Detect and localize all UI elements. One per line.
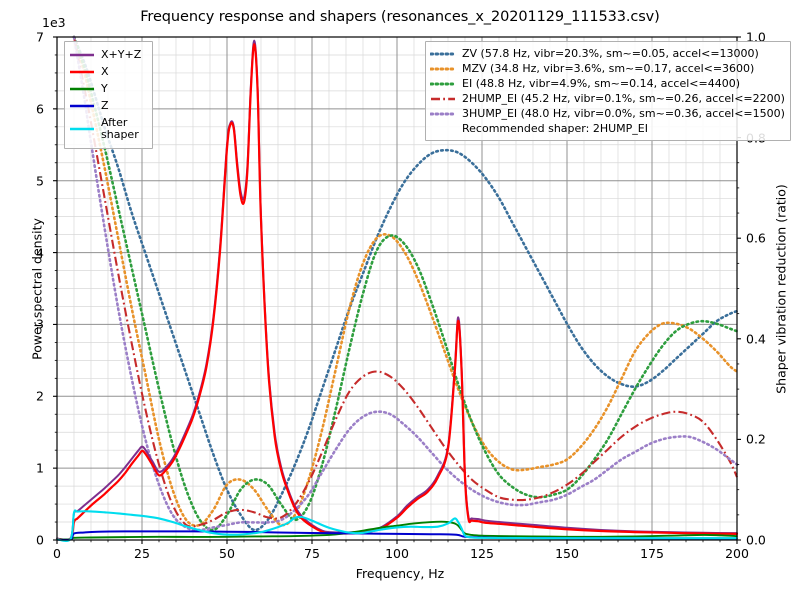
shaper-legend: ZV (57.8 Hz, vibr=20.3%, sm~=0.05, accel… [425,41,791,141]
y-tick-label: 7 [36,29,44,45]
data-layer [55,35,739,543]
y2-tick-label: 0.6 [746,230,766,246]
y-tick-label: 3 [36,316,44,332]
psd-legend: X+Y+Z X Y Z After shaper [64,41,153,149]
x-axis-title: Frequency, Hz [355,566,445,581]
y-axis-title: Power spectral density [29,217,45,360]
legend-swatch-line-icon [430,78,456,90]
x-tick-label: 100 [385,546,409,561]
psd-curve-x [55,43,739,541]
legend-item-x-y-z: X+Y+Z [69,46,147,63]
legend-item-label: X [101,64,109,78]
recommended-shaper-note: Recommended shaper: 2HUMP_EI [462,122,648,135]
y-tick-label: 0 [36,532,44,548]
legend-item-z: Z [69,97,147,114]
legend-item-label: After shaper [101,116,139,141]
legend-item-label: ZV (57.8 Hz, vibr=20.3%, sm~=0.05, accel… [462,46,759,60]
x-tick-label: 0 [53,546,61,561]
x-tick-label: 175 [640,546,664,561]
axes-frame [53,36,741,544]
x-tick-label: 25 [134,546,150,561]
legend-swatch-line-icon [430,48,456,60]
legend-swatch-line-icon [430,63,456,75]
shaper-curve-ei [72,35,739,532]
y-tick-label: 5 [36,173,44,189]
x-tick-label: 150 [555,546,579,561]
x-tick-label: 200 [725,546,749,561]
legend-swatch-line-icon [69,49,95,61]
shaper-curve-2hump_ei [72,36,738,528]
legend-item-mzv: MZV (34.8 Hz, vibr=3.6%, sm~=0.17, accel… [430,61,785,76]
y2-axis-title: Shaper vibration reduction (ratio) [773,183,789,394]
legend-item-ei: EI (48.8 Hz, vibr=4.9%, sm~=0.14, accel<… [430,76,785,91]
legend-item-label: 3HUMP_EI (48.0 Hz, vibr=0.0%, sm~=0.36, … [462,106,785,120]
x-tick-label: 50 [219,546,235,561]
psd-curve-y [56,520,738,541]
psd-curve-after-shaper [55,509,739,543]
legend-item-3hump_ei: 3HUMP_EI (48.0 Hz, vibr=0.0%, sm~=0.36, … [430,106,785,121]
x-tick-label: 75 [304,546,320,561]
shaper-curve-mzv [72,35,739,527]
legend-item-label: 2HUMP_EI (45.2 Hz, vibr=0.1%, sm~=0.26, … [462,91,785,105]
legend-item-y: Y [69,80,147,97]
legend-item-2hump_ei: 2HUMP_EI (45.2 Hz, vibr=0.1%, sm~=0.26, … [430,91,785,106]
legend-item-zv: ZV (57.8 Hz, vibr=20.3%, sm~=0.05, accel… [430,46,785,61]
legend-swatch-line-icon [69,100,95,112]
legend-item-label: MZV (34.8 Hz, vibr=3.6%, sm~=0.17, accel… [462,61,755,75]
y-tick-label: 1 [36,460,44,476]
shaper-curve-zv [72,35,739,532]
legend-item-label: Z [101,98,109,112]
y2-tick-label: 0.0 [746,532,766,548]
y2-tick-label: 1.0 [746,29,766,45]
legend-swatch-line-icon [430,108,456,120]
y2-tick-label: 0.4 [746,331,766,347]
x-tick-label: 125 [470,546,494,561]
legend-item-label: EI (48.8 Hz, vibr=4.9%, sm~=0.14, accel<… [462,76,740,90]
shaper-curve-3hump_ei [72,35,739,532]
legend-swatch-line-icon [69,123,95,135]
y-tick-label: 4 [36,245,44,261]
legend-item-x: X [69,63,147,80]
legend-item-label: Y [101,81,108,95]
y-tick-label: 6 [36,101,44,117]
legend-item-label: X+Y+Z [101,47,142,61]
plot-area [53,35,741,544]
y-axis-exponent-label: 1e3 [42,15,66,30]
legend-swatch-line-icon [69,66,95,78]
chart-title: Frequency response and shapers (resonanc… [140,9,660,25]
legend-swatch-line-icon [69,83,95,95]
y-tick-label: 2 [36,388,44,404]
y2-tick-label: 0.2 [746,431,766,447]
legend-item-after-shaper: After shaper [69,114,147,144]
legend-swatch-line-icon [430,93,456,105]
